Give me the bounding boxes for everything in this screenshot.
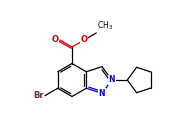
- Text: Br: Br: [33, 91, 44, 100]
- Text: O: O: [52, 36, 59, 44]
- Text: CH$_3$: CH$_3$: [97, 20, 113, 32]
- Text: N: N: [99, 89, 105, 98]
- Text: N: N: [108, 76, 115, 84]
- Text: O: O: [81, 36, 88, 44]
